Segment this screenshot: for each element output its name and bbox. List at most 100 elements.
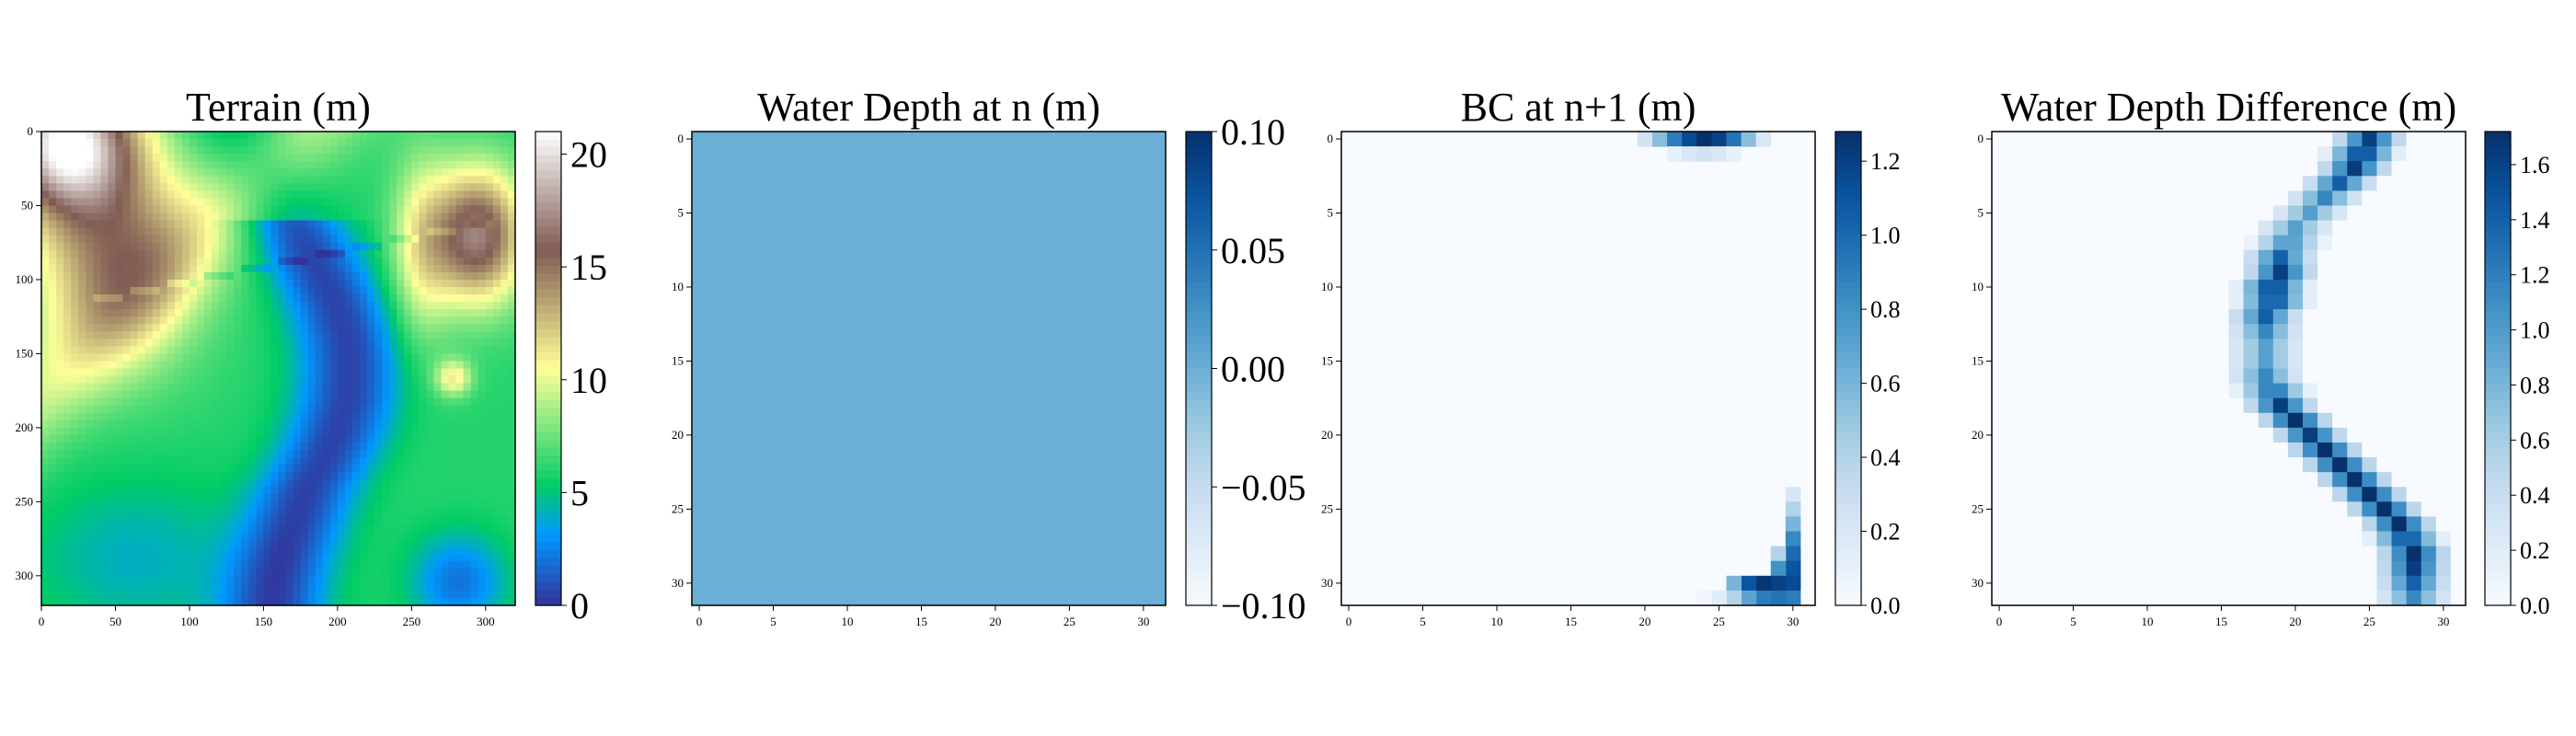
heatmap-cell [86, 257, 94, 266]
heatmap-cell [93, 242, 101, 251]
heatmap-cell [115, 420, 124, 429]
heatmap-cell [477, 249, 487, 259]
heatmap-cell [426, 213, 435, 222]
heatmap-cell [500, 397, 509, 407]
heatmap-cell [293, 235, 302, 244]
heatmap-cell [382, 198, 390, 207]
heatmap-cell [241, 264, 249, 273]
heatmap-cell [426, 479, 435, 488]
heatmap-cell [2258, 132, 2274, 147]
heatmap-cell [226, 176, 235, 184]
heatmap-cell [351, 427, 361, 436]
heatmap-cell [360, 242, 368, 251]
heatmap-cell [463, 198, 472, 207]
heatmap-cell [367, 516, 375, 525]
heatmap-cell [248, 531, 257, 540]
heatmap-cell [130, 190, 139, 200]
heatmap-cell [448, 353, 457, 362]
heatmap-cell [344, 227, 353, 236]
heatmap-cell [181, 190, 190, 200]
heatmap-cell [411, 139, 420, 147]
heatmap-cell [174, 139, 183, 147]
heatmap-cell [470, 531, 479, 540]
heatmap-cell [2065, 279, 2082, 295]
heatmap-cell [204, 139, 213, 147]
heatmap-cell [248, 161, 257, 169]
heatmap-cell [93, 183, 101, 191]
heatmap-cell [492, 353, 501, 362]
heatmap-cell [63, 420, 72, 429]
heatmap-cell [71, 361, 79, 370]
heatmap-cell [219, 161, 227, 169]
heatmap-cell [234, 168, 242, 177]
heatmap-cell [122, 190, 132, 200]
heatmap-cell [477, 375, 487, 385]
heatmap-cell [144, 324, 154, 332]
heatmap-cell [351, 397, 361, 407]
heatmap-cell [2376, 279, 2393, 295]
colorbar-segment [535, 566, 561, 575]
heatmap-cell [360, 420, 368, 429]
heatmap-cell [71, 257, 79, 266]
heatmap-cell [226, 546, 235, 555]
heatmap-cell [351, 183, 361, 191]
colorbar-segment [1835, 534, 1861, 543]
heatmap-cell [2036, 264, 2052, 281]
heatmap-cell [2347, 353, 2363, 369]
colorbar-segment [1186, 226, 1212, 236]
heatmap-cell [1992, 324, 2007, 339]
heatmap-cell [270, 501, 280, 510]
heatmap [692, 132, 1166, 605]
heatmap-cell [463, 271, 472, 281]
heatmap-cell [300, 257, 309, 266]
heatmap-cell [307, 568, 316, 577]
heatmap-cell [2095, 176, 2111, 191]
heatmap-cell [315, 531, 324, 540]
heatmap-cell [115, 242, 124, 251]
heatmap-cell [2169, 205, 2185, 222]
heatmap-cell [248, 590, 257, 599]
heatmap-cell [322, 242, 331, 251]
heatmap-cell [2110, 146, 2126, 162]
heatmap-cell [2391, 324, 2408, 339]
heatmap-cell [263, 257, 272, 266]
heatmap-cell [315, 538, 324, 547]
heatmap-cell [204, 302, 213, 310]
heatmap-cell [2376, 249, 2393, 266]
heatmap-cell [285, 213, 294, 222]
heatmap-cell [315, 316, 324, 325]
heatmap-cell [174, 597, 183, 606]
heatmap-cell [485, 168, 494, 177]
heatmap-cell [130, 161, 139, 169]
heatmap-cell [293, 139, 302, 147]
heatmap-cell [263, 309, 272, 317]
heatmap-cell [404, 294, 412, 303]
heatmap-cell [219, 331, 227, 339]
heatmap-cell [189, 560, 198, 569]
heatmap-cell [2243, 353, 2260, 369]
heatmap-cell [196, 516, 205, 525]
heatmap-cell [2169, 190, 2185, 206]
heatmap-cell [463, 465, 472, 473]
heatmap-cell [2228, 294, 2245, 310]
heatmap-cell [500, 479, 509, 488]
heatmap-cell [507, 190, 516, 200]
heatmap-cell [360, 560, 368, 569]
heatmap-cell [2065, 339, 2082, 354]
heatmap-cell [322, 442, 331, 451]
heatmap-cell [426, 190, 435, 200]
heatmap-cell [63, 249, 72, 259]
heatmap-cell [270, 198, 280, 207]
heatmap-cell [167, 375, 176, 385]
heatmap-cell [219, 257, 227, 266]
heatmap-cell [404, 516, 412, 525]
heatmap-cell [322, 146, 331, 155]
heatmap-cell [152, 575, 161, 584]
heatmap-cell [256, 383, 265, 392]
heatmap-cell [278, 420, 287, 429]
heatmap-cell [293, 316, 302, 325]
heatmap-cell [329, 582, 339, 592]
heatmap-cell [411, 450, 420, 458]
heatmap-cell [256, 190, 265, 200]
heatmap-cell [100, 575, 109, 584]
